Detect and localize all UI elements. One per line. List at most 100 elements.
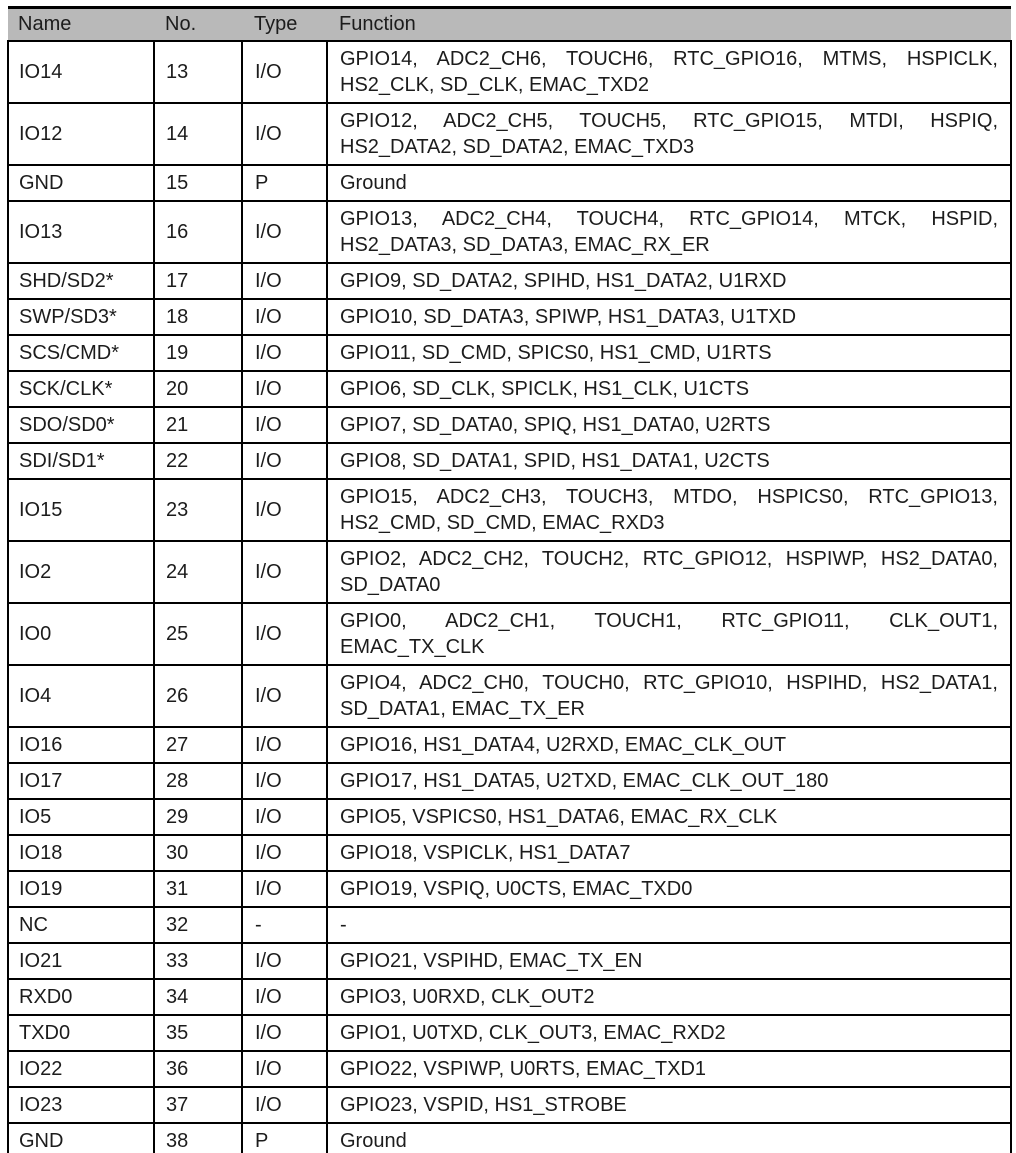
cell-type: I/O	[241, 1014, 328, 1052]
cell-name: SWP/SD3*	[7, 298, 155, 336]
cell-no: 34	[153, 978, 243, 1016]
cell-name: SCS/CMD*	[7, 334, 155, 372]
cell-type: I/O	[241, 200, 328, 264]
table-row: NC 32 - -	[7, 906, 1012, 944]
column-header-no: No.	[154, 7, 242, 42]
cell-no: 33	[153, 942, 243, 980]
function-line: Ground	[340, 172, 407, 194]
cell-type: I/O	[241, 1050, 328, 1088]
cell-name: IO5	[7, 798, 155, 836]
cell-function: GPIO13, ADC2_CH4, TOUCH4, RTC_GPIO14, MT…	[326, 200, 1012, 264]
cell-name: IO17	[7, 762, 155, 800]
table-row: IO17 28 I/O GPIO17, HS1_DATA5, U2TXD, EM…	[7, 762, 1012, 800]
cell-type: I/O	[241, 540, 328, 604]
function-line: GPIO6, SD_CLK, SPICLK, HS1_CLK, U1CTS	[340, 378, 750, 400]
table-body: IO14 13 I/O GPIO14, ADC2_CH6, TOUCH6, RT…	[7, 40, 1012, 1153]
cell-no: 30	[153, 834, 243, 872]
cell-name: GND	[7, 1122, 155, 1153]
cell-function: GPIO3, U0RXD, CLK_OUT2	[326, 978, 1012, 1016]
cell-function: GPIO6, SD_CLK, SPICLK, HS1_CLK, U1CTS	[326, 370, 1012, 408]
cell-function: GPIO11, SD_CMD, SPICS0, HS1_CMD, U1RTS	[326, 334, 1012, 372]
cell-name: SCK/CLK*	[7, 370, 155, 408]
cell-name: NC	[7, 906, 155, 944]
function-line: HS2_CMD, SD_CMD, EMAC_RXD3	[340, 512, 665, 534]
cell-no: 28	[153, 762, 243, 800]
cell-type: I/O	[241, 870, 328, 908]
cell-no: 26	[153, 664, 243, 728]
cell-no: 21	[153, 406, 243, 444]
cell-type: I/O	[241, 664, 328, 728]
function-line: HS2_DATA2, SD_DATA2, EMAC_TXD3	[340, 136, 695, 158]
table-row: SCS/CMD* 19 I/O GPIO11, SD_CMD, SPICS0, …	[7, 334, 1012, 372]
cell-no: 24	[153, 540, 243, 604]
cell-name: SDO/SD0*	[7, 406, 155, 444]
table-row: IO23 37 I/O GPIO23, VSPID, HS1_STROBE	[7, 1086, 1012, 1124]
function-line: GPIO0, ADC2_CH1, TOUCH1, RTC_GPIO11, CLK…	[340, 610, 998, 632]
table-row: IO0 25 I/O GPIO0, ADC2_CH1, TOUCH1, RTC_…	[7, 602, 1012, 666]
cell-name: IO18	[7, 834, 155, 872]
cell-no: 14	[153, 102, 243, 166]
cell-no: 16	[153, 200, 243, 264]
table-row: SHD/SD2* 17 I/O GPIO9, SD_DATA2, SPIHD, …	[7, 262, 1012, 300]
function-line: GPIO17, HS1_DATA5, U2TXD, EMAC_CLK_OUT_1…	[340, 770, 829, 792]
function-line: SD_DATA0	[340, 574, 441, 596]
cell-type: I/O	[241, 298, 328, 336]
cell-function: GPIO7, SD_DATA0, SPIQ, HS1_DATA0, U2RTS	[326, 406, 1012, 444]
function-line: -	[340, 914, 347, 936]
cell-name: IO23	[7, 1086, 155, 1124]
table-row: IO5 29 I/O GPIO5, VSPICS0, HS1_DATA6, EM…	[7, 798, 1012, 836]
cell-name: IO19	[7, 870, 155, 908]
table-row: GND 38 P Ground	[7, 1122, 1012, 1153]
cell-no: 23	[153, 478, 243, 542]
cell-no: 36	[153, 1050, 243, 1088]
cell-type: -	[241, 906, 328, 944]
cell-type: I/O	[241, 40, 328, 104]
cell-function: Ground	[326, 1122, 1012, 1153]
function-line: GPIO21, VSPIHD, EMAC_TX_EN	[340, 950, 643, 972]
cell-function: GPIO15, ADC2_CH3, TOUCH3, MTDO, HSPICS0,…	[326, 478, 1012, 542]
function-line: SD_DATA1, EMAC_TX_ER	[340, 698, 585, 720]
table-row: IO22 36 I/O GPIO22, VSPIWP, U0RTS, EMAC_…	[7, 1050, 1012, 1088]
cell-function: GPIO21, VSPIHD, EMAC_TX_EN	[326, 942, 1012, 980]
cell-type: I/O	[241, 478, 328, 542]
cell-name: IO16	[7, 726, 155, 764]
cell-type: I/O	[241, 262, 328, 300]
cell-no: 27	[153, 726, 243, 764]
cell-no: 13	[153, 40, 243, 104]
function-line: GPIO11, SD_CMD, SPICS0, HS1_CMD, U1RTS	[340, 342, 772, 364]
cell-type: I/O	[241, 762, 328, 800]
function-line: GPIO3, U0RXD, CLK_OUT2	[340, 986, 595, 1008]
cell-name: SHD/SD2*	[7, 262, 155, 300]
cell-type: P	[241, 1122, 328, 1153]
table-row: IO15 23 I/O GPIO15, ADC2_CH3, TOUCH3, MT…	[7, 478, 1012, 542]
cell-no: 35	[153, 1014, 243, 1052]
cell-type: P	[241, 164, 328, 202]
function-line: GPIO7, SD_DATA0, SPIQ, HS1_DATA0, U2RTS	[340, 414, 771, 436]
cell-function: GPIO5, VSPICS0, HS1_DATA6, EMAC_RX_CLK	[326, 798, 1012, 836]
header-row: Name No. Type Function	[8, 7, 1011, 42]
function-line: GPIO22, VSPIWP, U0RTS, EMAC_TXD1	[340, 1058, 707, 1080]
table-row: GND 15 P Ground	[7, 164, 1012, 202]
table-row: SDO/SD0* 21 I/O GPIO7, SD_DATA0, SPIQ, H…	[7, 406, 1012, 444]
cell-function: GPIO8, SD_DATA1, SPID, HS1_DATA1, U2CTS	[326, 442, 1012, 480]
cell-function: GPIO16, HS1_DATA4, U2RXD, EMAC_CLK_OUT	[326, 726, 1012, 764]
function-line: Ground	[340, 1130, 407, 1152]
cell-type: I/O	[241, 978, 328, 1016]
cell-no: 29	[153, 798, 243, 836]
cell-no: 18	[153, 298, 243, 336]
cell-function: GPIO10, SD_DATA3, SPIWP, HS1_DATA3, U1TX…	[326, 298, 1012, 336]
cell-function: GPIO2, ADC2_CH2, TOUCH2, RTC_GPIO12, HSP…	[326, 540, 1012, 604]
cell-name: IO22	[7, 1050, 155, 1088]
cell-no: 38	[153, 1122, 243, 1153]
cell-function: GPIO1, U0TXD, CLK_OUT3, EMAC_RXD2	[326, 1014, 1012, 1052]
cell-type: I/O	[241, 798, 328, 836]
cell-type: I/O	[241, 406, 328, 444]
cell-function: GPIO19, VSPIQ, U0CTS, EMAC_TXD0	[326, 870, 1012, 908]
cell-function: GPIO4, ADC2_CH0, TOUCH0, RTC_GPIO10, HSP…	[326, 664, 1012, 728]
column-header-name: Name	[8, 7, 154, 42]
table-row: IO16 27 I/O GPIO16, HS1_DATA4, U2RXD, EM…	[7, 726, 1012, 764]
function-line: GPIO5, VSPICS0, HS1_DATA6, EMAC_RX_CLK	[340, 806, 778, 828]
table-row: SCK/CLK* 20 I/O GPIO6, SD_CLK, SPICLK, H…	[7, 370, 1012, 408]
cell-type: I/O	[241, 1086, 328, 1124]
cell-no: 32	[153, 906, 243, 944]
